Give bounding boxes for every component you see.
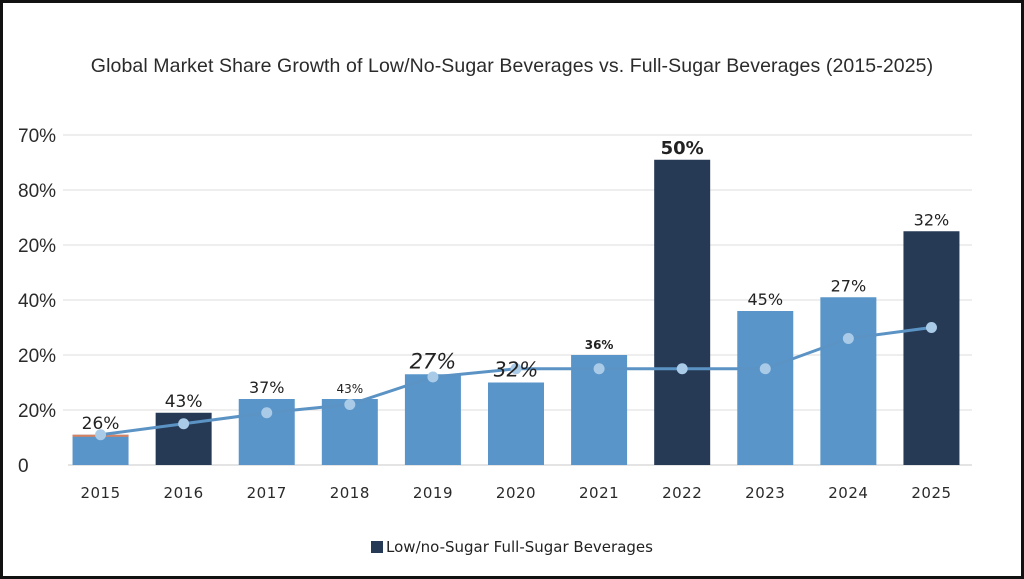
x-tick-label: 2016 xyxy=(164,484,204,502)
x-tick-label: 2024 xyxy=(828,484,868,502)
data-label: 50% xyxy=(661,138,704,159)
line-marker xyxy=(593,363,605,375)
y-tick-label: 0 xyxy=(18,456,29,477)
legend-swatch xyxy=(371,541,384,553)
x-tick-label: 2022 xyxy=(662,484,702,502)
bar xyxy=(903,231,960,465)
data-label: 43% xyxy=(336,382,363,396)
chart-title: Global Market Share Growth of Low/No-Sug… xyxy=(90,55,934,77)
bar xyxy=(404,374,461,465)
y-tick-label: 80% xyxy=(18,181,56,202)
data-label: 32% xyxy=(494,358,538,382)
data-label: 26% xyxy=(82,414,120,434)
line-marker xyxy=(676,363,688,375)
x-tick-label: 2020 xyxy=(496,484,536,502)
line-marker xyxy=(842,333,854,344)
chart-legend: Low/no-Sugar Full-Sugar Beverages xyxy=(0,538,1024,556)
data-label: 27% xyxy=(410,349,457,373)
line-marker xyxy=(510,363,522,375)
data-label: 36% xyxy=(585,338,614,352)
y-tick-label: 20% xyxy=(18,236,56,257)
bar xyxy=(820,297,877,465)
line-marker xyxy=(95,429,107,441)
line-marker xyxy=(261,407,273,419)
x-tick-label: 2015 xyxy=(80,484,120,502)
x-tick-label: 2017 xyxy=(247,484,287,502)
data-label: 45% xyxy=(747,290,783,309)
bar xyxy=(488,382,544,465)
line-marker xyxy=(344,399,356,410)
bar xyxy=(737,311,794,465)
line-marker xyxy=(178,418,190,430)
y-tick-label: 20% xyxy=(18,401,56,422)
line-marker xyxy=(925,322,937,333)
data-label: 32% xyxy=(914,210,950,229)
bar xyxy=(654,159,711,465)
data-label: 27% xyxy=(831,276,867,295)
x-tick-label: 2019 xyxy=(413,484,453,502)
x-tick-label: 2025 xyxy=(911,484,951,502)
legend-label: Low/no-Sugar Full-Sugar Beverages xyxy=(386,538,653,556)
x-tick-label: 2023 xyxy=(745,484,785,502)
line-marker xyxy=(759,363,771,375)
y-tick-label: 20% xyxy=(18,346,56,367)
y-tick-label: 40% xyxy=(18,291,56,312)
data-label: 43% xyxy=(165,392,203,412)
x-tick-label: 2018 xyxy=(330,484,370,502)
x-tick-label: 2021 xyxy=(579,484,619,502)
data-label: 37% xyxy=(249,378,285,397)
y-tick-label: 70% xyxy=(18,126,56,147)
line-marker xyxy=(427,371,439,383)
